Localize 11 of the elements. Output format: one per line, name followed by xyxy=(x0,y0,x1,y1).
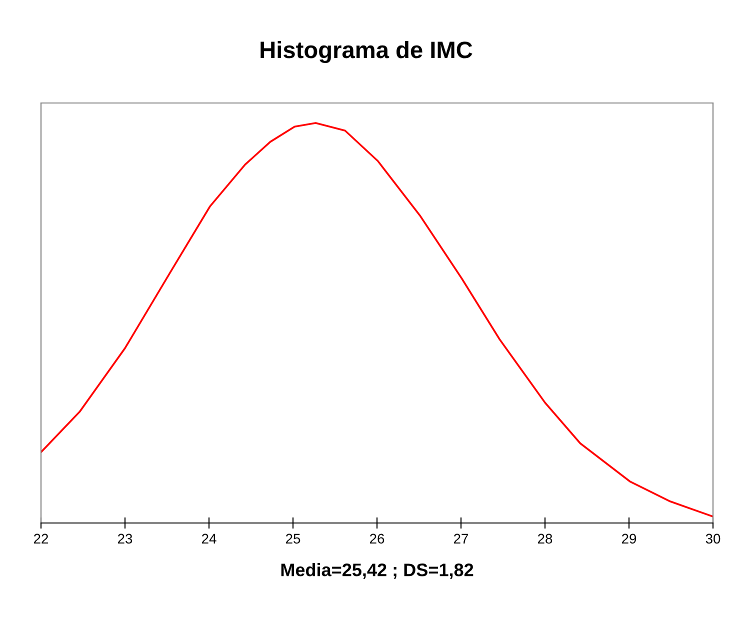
x-tick-label: 30 xyxy=(706,534,720,544)
x-axis-title: Media=25,42 ; DS=1,82 xyxy=(281,563,474,579)
x-tick-label: 22 xyxy=(34,534,48,544)
x-tick-label: 27 xyxy=(454,534,468,544)
x-tick-label: 29 xyxy=(622,534,636,544)
x-tick-label: 24 xyxy=(202,534,216,544)
x-tick-label: 23 xyxy=(118,534,132,544)
x-tick-label: 28 xyxy=(538,534,552,544)
x-tick-label: 26 xyxy=(370,534,384,544)
chart-title: Histograma de IMC xyxy=(260,40,472,64)
x-tick-label: 25 xyxy=(286,534,300,544)
